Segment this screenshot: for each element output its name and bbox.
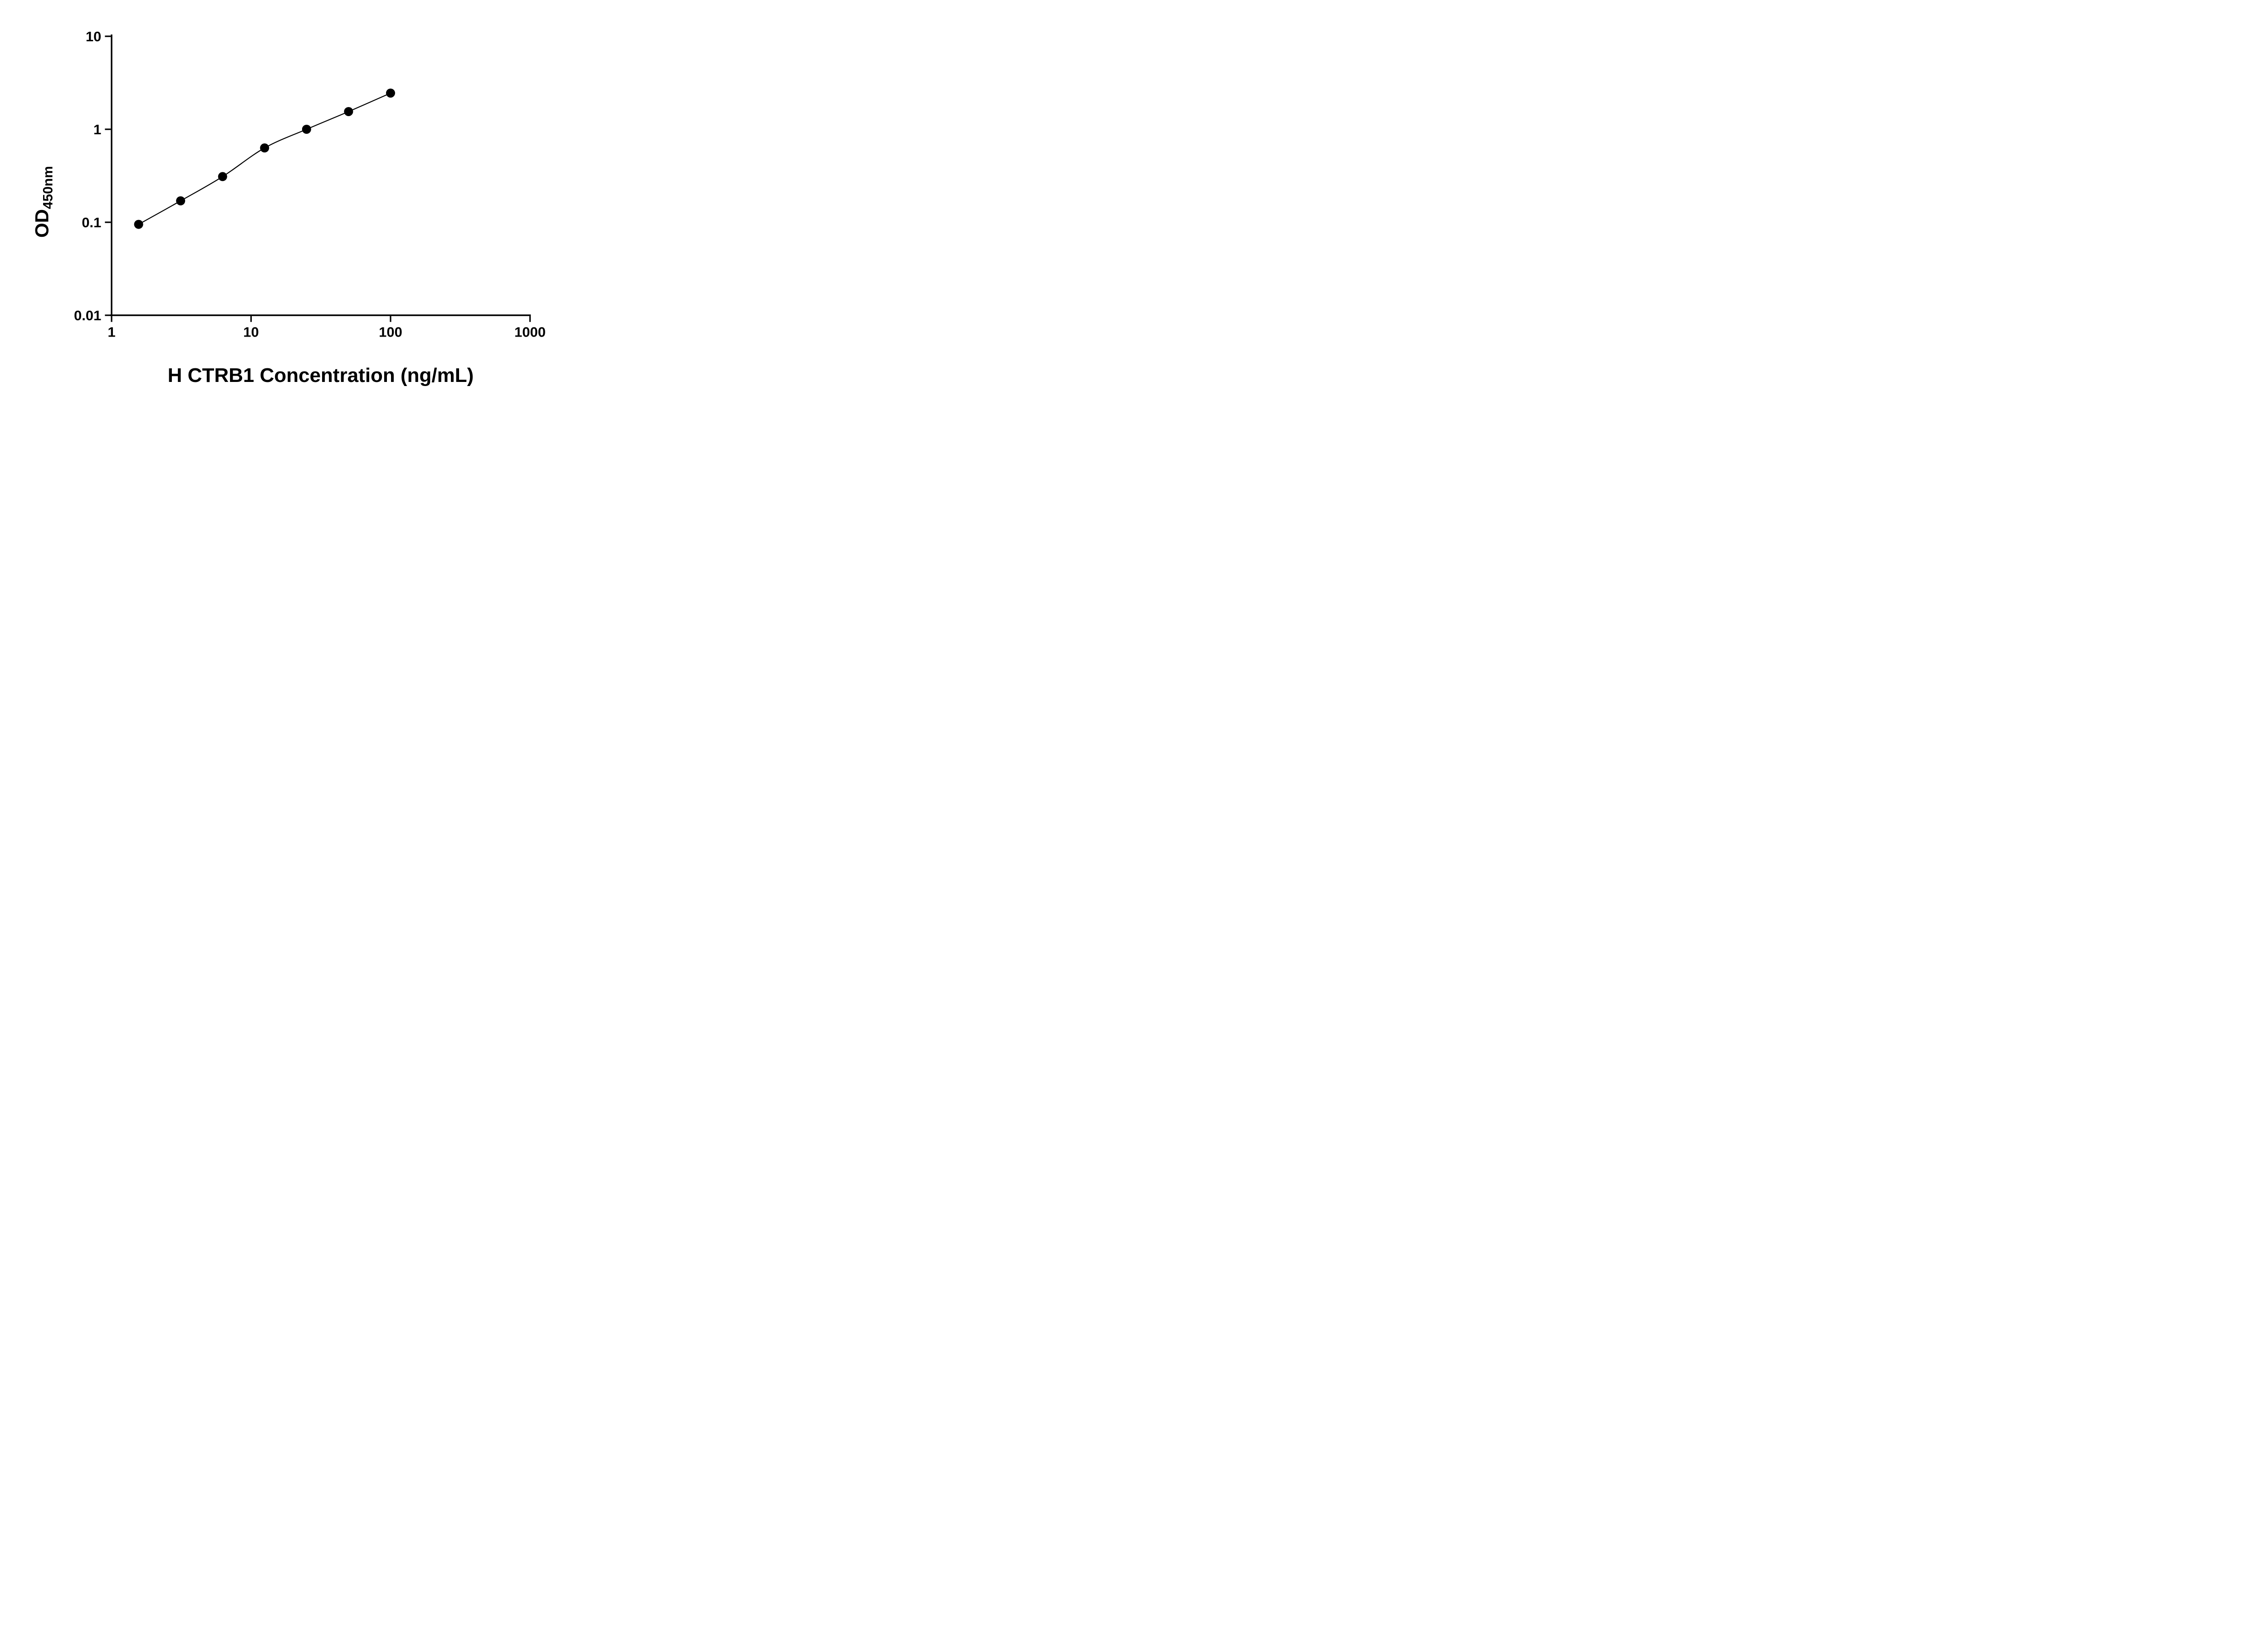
y-tick-label: 1 — [93, 122, 101, 137]
data-point-6 — [386, 88, 395, 98]
x-tick-label: 10 — [243, 324, 259, 340]
data-point-3 — [260, 143, 269, 153]
x-tick-label: 1 — [108, 324, 115, 340]
data-point-2 — [218, 172, 227, 181]
data-point-1 — [176, 196, 186, 205]
y-tick-label: 10 — [86, 29, 101, 44]
y-axis-title: OD450nm — [31, 166, 56, 238]
standard-curve-figure: 10 1 0.1 0.01 1 10 100 1000 H CTRB1 Concentrati… — [0, 0, 583, 408]
x-tick-label: 100 — [379, 324, 402, 340]
data-point-5 — [344, 107, 353, 116]
x-tick-label: 1000 — [514, 324, 546, 340]
standard-curve-plot: 10 1 0.1 0.01 1 10 100 1000 — [74, 29, 546, 340]
x-axis-title: H CTRB1 Concentration (ng/mL) — [168, 364, 474, 387]
data-point-4 — [302, 125, 311, 134]
y-tick-label: 0.01 — [74, 308, 101, 323]
data-point-0 — [134, 220, 143, 229]
y-axis-title-main: OD — [31, 209, 53, 238]
y-tick-label: 0.1 — [82, 215, 101, 230]
y-axis-title-subscript: 450nm — [40, 166, 56, 210]
x-axis-title-text: H CTRB1 Concentration (ng/mL) — [167, 364, 474, 386]
